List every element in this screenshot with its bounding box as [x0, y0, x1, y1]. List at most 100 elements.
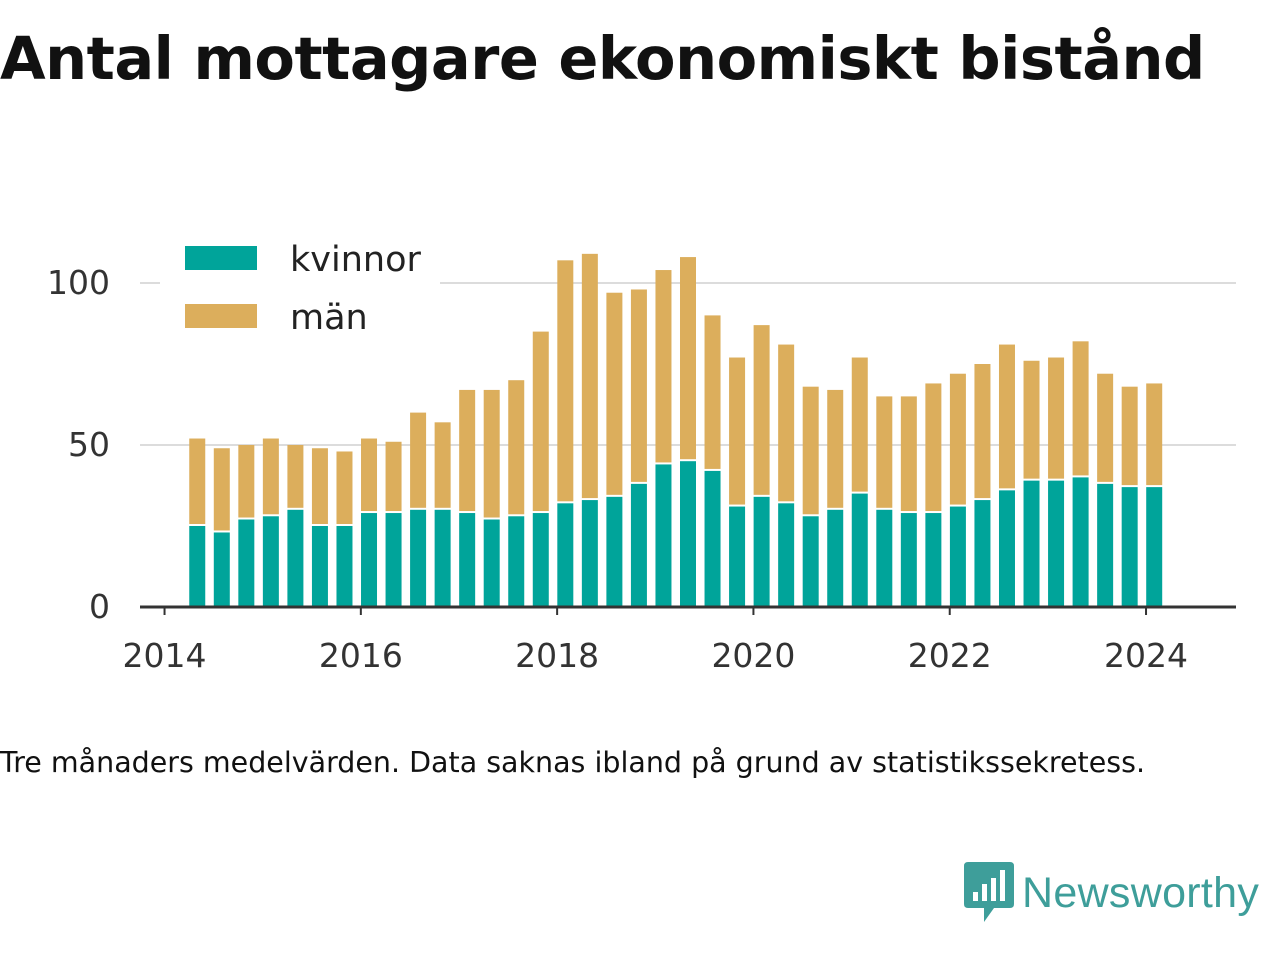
- bar-kvinnor: [998, 490, 1015, 607]
- legend-label: kvinnor: [290, 240, 421, 280]
- legend: kvinnor män: [160, 232, 440, 344]
- bar-man: [311, 448, 328, 524]
- bar-man: [385, 441, 402, 512]
- bar-kvinnor: [851, 493, 868, 607]
- bar-kvinnor: [876, 509, 893, 607]
- bar-kvinnor: [189, 526, 206, 607]
- bars: [189, 253, 1163, 607]
- x-tick-label: 2018: [515, 636, 599, 675]
- bar-kvinnor: [410, 509, 427, 607]
- bar-kvinnor: [1121, 487, 1138, 607]
- bar-man: [1121, 386, 1138, 486]
- bar-kvinnor: [925, 513, 942, 607]
- bar-kvinnor: [532, 513, 549, 607]
- bar-kvinnor: [949, 506, 966, 607]
- bar-man: [802, 386, 819, 515]
- x-tick-label: 2014: [123, 636, 207, 675]
- bar-man: [1023, 360, 1040, 479]
- bar-man: [1048, 357, 1065, 479]
- bar-kvinnor: [802, 516, 819, 607]
- bar-man: [238, 445, 255, 518]
- bar-kvinnor: [778, 503, 795, 607]
- bar-man: [974, 364, 991, 499]
- legend-swatch: [185, 246, 257, 270]
- bar-kvinnor: [483, 519, 500, 607]
- axes: 0 50 100 2014 2016 2018 2020 2022 2024: [47, 263, 1236, 675]
- bar-man: [704, 315, 721, 469]
- bar-man: [900, 396, 917, 512]
- bar-man: [483, 389, 500, 518]
- bar-kvinnor: [974, 500, 991, 607]
- y-tick-label: 0: [89, 587, 110, 626]
- bar-man: [532, 331, 549, 512]
- bar-kvinnor: [1146, 487, 1163, 607]
- stacked-bar-chart: 0 50 100 2014 2016 2018 2020 2022 2024 kvinnor mä…: [47, 232, 1236, 675]
- bar-man: [262, 438, 279, 515]
- bar-man: [851, 357, 868, 492]
- bar-man: [876, 396, 893, 508]
- bar-kvinnor: [287, 509, 304, 607]
- bar-man: [557, 260, 574, 502]
- bar-man: [434, 422, 451, 508]
- x-tick-label: 2022: [908, 636, 992, 675]
- bar-kvinnor: [385, 513, 402, 607]
- newsworthy-logo: Newsworthy: [964, 862, 1259, 924]
- bar-kvinnor: [753, 496, 770, 607]
- bar-kvinnor: [361, 513, 378, 607]
- bar-kvinnor: [1072, 477, 1089, 607]
- bar-man: [1097, 373, 1114, 482]
- x-tick-label: 2020: [711, 636, 795, 675]
- bar-man: [680, 257, 696, 460]
- bar-kvinnor: [827, 509, 844, 607]
- bar-man: [925, 383, 942, 512]
- bar-kvinnor: [311, 526, 328, 607]
- x-tick-label: 2024: [1104, 636, 1188, 675]
- bar-kvinnor: [557, 503, 574, 607]
- bar-kvinnor: [238, 519, 255, 607]
- bar-kvinnor: [1023, 480, 1040, 607]
- bar-chart-speech-bubble-icon: [964, 862, 1014, 922]
- chart-caption: Tre månaders medelvärden. Data saknas ib…: [0, 746, 1146, 779]
- bar-kvinnor: [655, 464, 672, 607]
- bar-man: [189, 438, 206, 524]
- bar-man: [606, 292, 623, 495]
- chart-title: Antal mottagare ekonomiskt bistånd: [0, 24, 1205, 93]
- bar-man: [213, 448, 230, 531]
- bar-man: [778, 344, 795, 502]
- bar-man: [949, 373, 966, 505]
- bar-man: [753, 325, 770, 495]
- y-tick-label: 50: [68, 425, 110, 464]
- bar-man: [630, 289, 647, 482]
- bar-man: [581, 253, 598, 499]
- bar-man: [361, 438, 378, 512]
- bar-kvinnor: [630, 483, 647, 607]
- bar-kvinnor: [1048, 480, 1065, 607]
- brand-name: Newsworthy: [1022, 868, 1260, 917]
- bar-kvinnor: [729, 506, 746, 607]
- bar-man: [287, 445, 304, 508]
- bar-kvinnor: [704, 470, 721, 607]
- bar-man: [998, 344, 1015, 489]
- bar-man: [336, 451, 353, 524]
- y-tick-label: 100: [47, 263, 110, 302]
- bar-kvinnor: [680, 461, 696, 607]
- bar-man: [459, 389, 476, 512]
- bar-man: [410, 412, 427, 508]
- bar-kvinnor: [262, 516, 279, 607]
- bar-kvinnor: [606, 496, 623, 607]
- bar-man: [827, 389, 844, 508]
- bar-man: [508, 380, 525, 515]
- bar-man: [729, 357, 746, 505]
- bar-kvinnor: [459, 513, 476, 607]
- bar-kvinnor: [581, 500, 598, 607]
- bar-kvinnor: [900, 513, 917, 607]
- bar-kvinnor: [336, 526, 353, 607]
- bar-man: [655, 270, 672, 463]
- bar-man: [1146, 383, 1163, 486]
- bar-kvinnor: [213, 532, 230, 607]
- bar-kvinnor: [1097, 483, 1114, 607]
- x-tick-label: 2016: [319, 636, 403, 675]
- legend-swatch: [185, 304, 257, 328]
- legend-label: män: [290, 298, 368, 338]
- bar-kvinnor: [508, 516, 525, 607]
